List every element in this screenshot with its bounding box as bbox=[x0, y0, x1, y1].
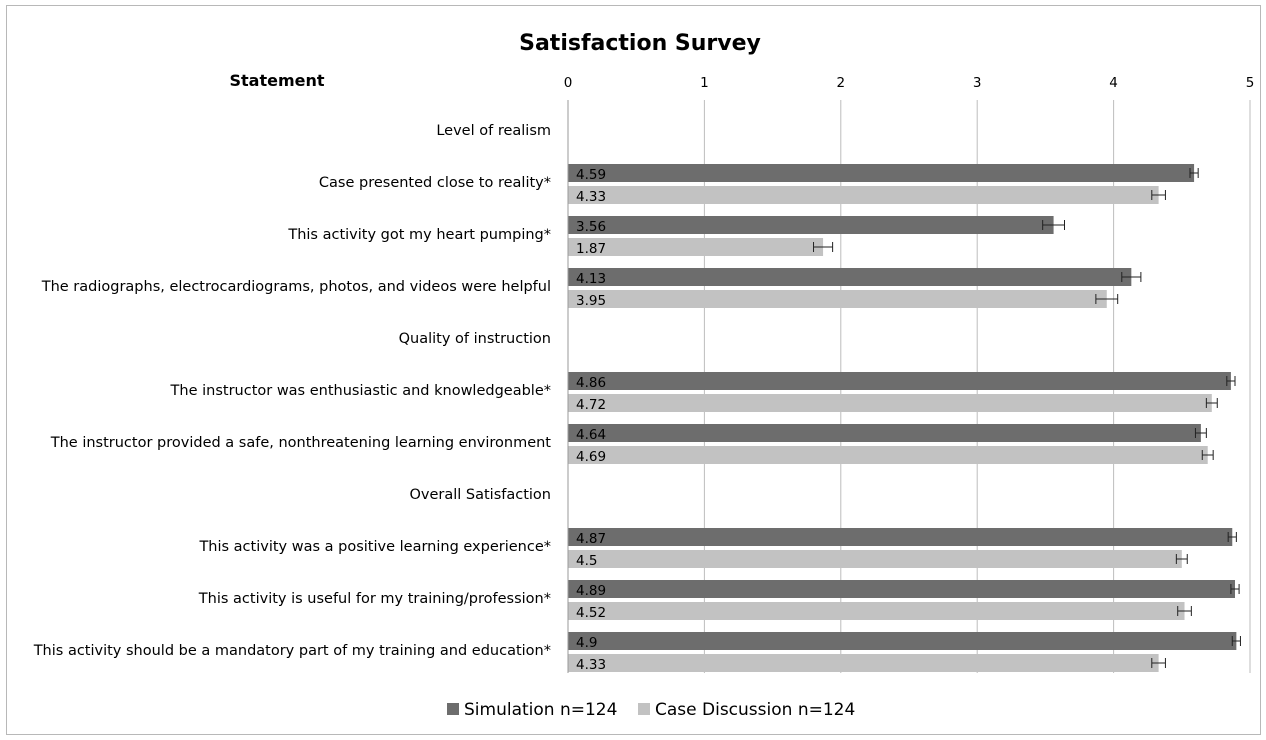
x-tick-label: 1 bbox=[700, 75, 709, 91]
data-label: 4.33 bbox=[576, 657, 606, 673]
data-label: 4.69 bbox=[576, 449, 606, 465]
category-label: The radiographs, electrocardiograms, pho… bbox=[41, 279, 551, 295]
bar-simulation bbox=[568, 424, 1201, 442]
data-label: 4.64 bbox=[576, 427, 606, 443]
bar-case-discussion bbox=[568, 290, 1107, 308]
bar-case-discussion bbox=[568, 550, 1182, 568]
bar-case-discussion bbox=[568, 654, 1159, 672]
data-label: 1.87 bbox=[576, 241, 606, 257]
data-label: 3.95 bbox=[576, 293, 606, 309]
category-label: Overall Satisfaction bbox=[409, 487, 551, 503]
bar-simulation bbox=[568, 632, 1237, 650]
bar-case-discussion bbox=[568, 602, 1185, 620]
category-header: Statement bbox=[229, 71, 324, 90]
data-label: 3.56 bbox=[576, 219, 606, 235]
category-label: This activity is useful for my training/… bbox=[198, 591, 551, 607]
legend-swatch-simulation bbox=[447, 703, 459, 715]
bar-simulation bbox=[568, 216, 1054, 234]
x-tick-label: 2 bbox=[837, 75, 846, 91]
data-label: 4.89 bbox=[576, 583, 606, 599]
category-label: This activity got my heart pumping* bbox=[287, 227, 551, 243]
data-label: 4.86 bbox=[576, 375, 606, 391]
bar-case-discussion bbox=[568, 394, 1212, 412]
category-label: Quality of instruction bbox=[399, 331, 551, 347]
x-tick-label: 3 bbox=[973, 75, 982, 91]
legend-label-case-discussion: Case Discussion n=124 bbox=[655, 700, 855, 720]
category-label: The instructor was enthusiastic and know… bbox=[170, 383, 551, 399]
category-label: Level of realism bbox=[436, 123, 551, 139]
data-label: 4.87 bbox=[576, 531, 606, 547]
category-label: This activity was a positive learning ex… bbox=[198, 539, 551, 555]
bar-simulation bbox=[568, 580, 1235, 598]
data-label: 4.5 bbox=[576, 553, 597, 569]
data-label: 4.59 bbox=[576, 167, 606, 183]
bar-case-discussion bbox=[568, 238, 824, 256]
chart-title: Satisfaction Survey bbox=[519, 31, 761, 56]
data-label: 4.13 bbox=[576, 271, 606, 287]
bar-simulation bbox=[568, 164, 1195, 182]
bar-case-discussion bbox=[568, 446, 1208, 464]
bar-simulation bbox=[568, 372, 1231, 390]
data-label: 4.72 bbox=[576, 397, 606, 413]
data-label: 4.9 bbox=[576, 635, 597, 651]
bar-simulation bbox=[568, 528, 1233, 546]
category-label: This activity should be a mandatory part… bbox=[33, 643, 551, 659]
x-tick-label: 5 bbox=[1246, 75, 1255, 91]
bar-simulation bbox=[568, 268, 1132, 286]
category-label: The instructor provided a safe, nonthrea… bbox=[50, 435, 552, 451]
legend-swatch-case-discussion bbox=[638, 703, 650, 715]
x-tick-label: 0 bbox=[564, 75, 573, 91]
category-label: Case presented close to reality* bbox=[319, 175, 551, 191]
bar-case-discussion bbox=[568, 186, 1159, 204]
data-label: 4.52 bbox=[576, 605, 606, 621]
data-label: 4.33 bbox=[576, 189, 606, 205]
legend-label-simulation: Simulation n=124 bbox=[464, 700, 617, 720]
x-tick-label: 4 bbox=[1109, 75, 1118, 91]
